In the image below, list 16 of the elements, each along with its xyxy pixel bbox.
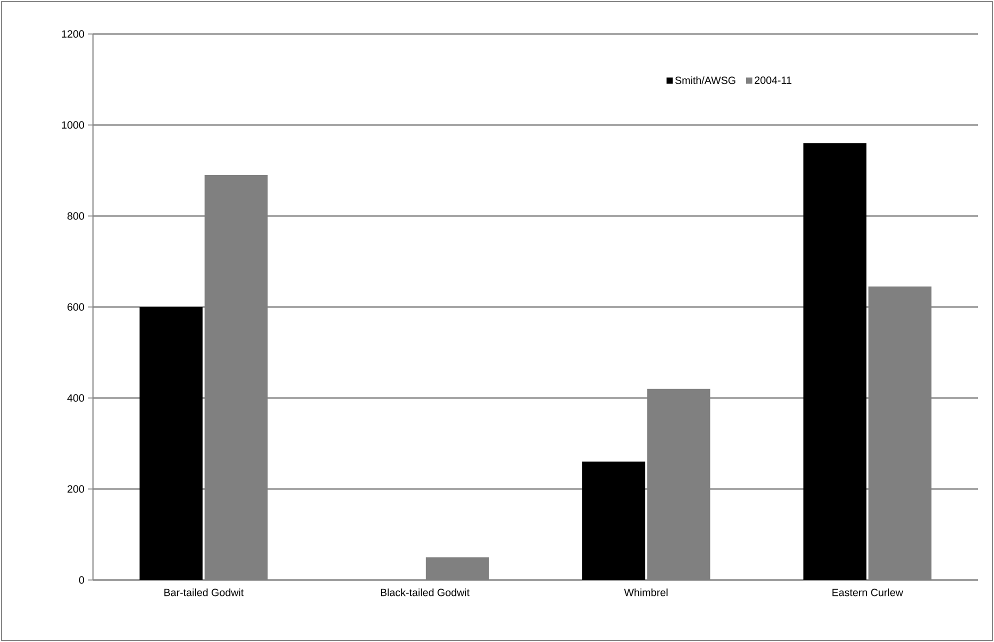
y-tick-label: 1200 (62, 30, 84, 38)
legend-label: Smith/AWSG (675, 76, 736, 84)
y-tick-label: 400 (67, 394, 84, 402)
x-tick-label: Eastern Curlew (832, 588, 904, 596)
y-tick-label: 0 (79, 576, 84, 584)
y-tick-label: 1000 (62, 121, 84, 129)
x-tick-label: Bar-tailed Godwit (164, 588, 244, 596)
bar (140, 306, 203, 580)
x-tick-label: Whimbrel (624, 588, 668, 596)
y-tick-label: 200 (68, 485, 84, 493)
legend-label: 2004-11 (754, 76, 792, 84)
bar (582, 462, 646, 580)
y-tick-label: 600 (68, 303, 84, 311)
x-tick-label: Black-tailed Godwit (380, 588, 470, 596)
bar (803, 143, 866, 580)
y-tick-label: 800 (67, 212, 84, 220)
